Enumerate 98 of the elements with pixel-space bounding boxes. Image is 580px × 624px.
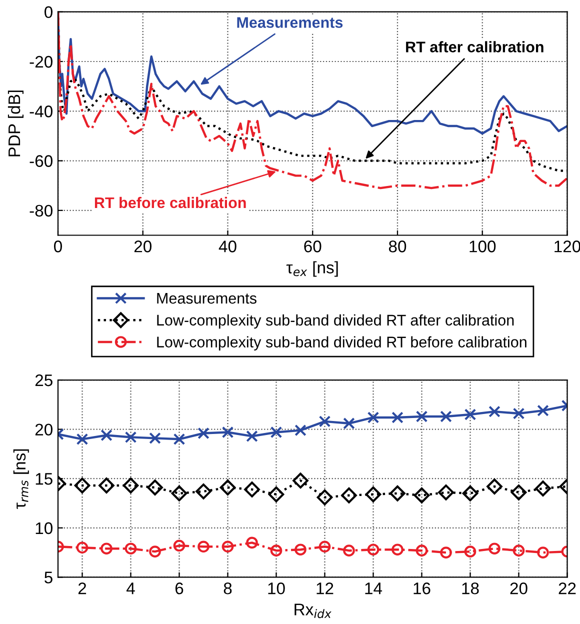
x-tick-label: 2 xyxy=(78,582,86,594)
x-tick-label: 120 xyxy=(554,240,580,252)
y-tick-label: 5 xyxy=(44,572,52,584)
point xyxy=(220,480,236,496)
y-axis-title: PDP [dB] xyxy=(8,90,24,156)
x-tick-label: 20 xyxy=(134,240,152,252)
point xyxy=(294,424,306,436)
point xyxy=(535,480,551,496)
annotation: Measurements xyxy=(237,17,343,28)
point xyxy=(390,485,406,502)
x-tick-label: 18 xyxy=(462,582,479,594)
legend-label: Low-complexity sub-band divided RT after calibration xyxy=(157,314,514,329)
point xyxy=(416,410,428,422)
x-tick-label: 8 xyxy=(224,582,232,594)
point xyxy=(124,542,137,555)
point xyxy=(462,485,478,502)
point xyxy=(343,544,355,556)
point xyxy=(440,410,452,422)
point xyxy=(124,431,137,444)
point xyxy=(537,404,549,416)
legend-label: Low-complexity sub-band divided RT before calibration xyxy=(157,336,526,350)
x-tick-label: 16 xyxy=(414,582,430,594)
point xyxy=(341,487,357,504)
point xyxy=(367,544,380,556)
x-tick-label: 80 xyxy=(388,240,406,252)
legend-label: Measurements xyxy=(157,293,256,304)
point xyxy=(100,429,112,442)
x-axis-title: τ$_{ex}$ [ns] xyxy=(286,261,338,277)
annotation: RT before calibration xyxy=(94,196,246,208)
y-tick-label: 0 xyxy=(44,6,52,18)
point xyxy=(173,433,186,446)
point xyxy=(488,406,500,418)
point xyxy=(512,544,525,556)
point xyxy=(198,427,210,440)
point xyxy=(98,478,114,494)
x-tick-label: 60 xyxy=(304,240,322,252)
point xyxy=(173,540,186,552)
point xyxy=(392,544,404,556)
x-axis-title: Rx$_{idx}$ xyxy=(294,604,332,618)
y-tick-label: 10 xyxy=(36,522,52,534)
point xyxy=(318,416,331,428)
y-tick-label: -20 xyxy=(30,56,52,68)
point xyxy=(270,544,282,556)
y-axis-title: τ$_{rms}$ [ns] xyxy=(13,449,29,509)
point xyxy=(464,408,476,420)
point xyxy=(268,486,284,502)
point xyxy=(367,412,380,424)
point xyxy=(246,430,258,442)
point xyxy=(486,478,502,494)
x-tick-label: 14 xyxy=(365,582,382,594)
point xyxy=(464,546,476,558)
x-tick-label: 22 xyxy=(558,582,576,594)
point xyxy=(171,485,188,502)
point xyxy=(294,544,306,556)
point xyxy=(76,542,88,554)
y-tick-label: 20 xyxy=(35,424,52,436)
point xyxy=(392,412,404,424)
y-tick-label: -40 xyxy=(30,106,52,118)
annotation: RT after calibration xyxy=(406,41,544,52)
point xyxy=(76,433,88,446)
point xyxy=(149,432,161,444)
point xyxy=(440,546,452,558)
point xyxy=(270,426,282,438)
point xyxy=(149,546,161,558)
point xyxy=(316,489,333,506)
point xyxy=(537,546,549,558)
point xyxy=(488,542,500,555)
point xyxy=(196,484,212,500)
point xyxy=(414,487,430,504)
x-tick-label: 0 xyxy=(54,240,62,252)
point xyxy=(147,480,163,496)
point xyxy=(122,478,139,494)
point xyxy=(510,484,527,500)
point xyxy=(416,544,428,556)
point xyxy=(438,484,454,500)
point xyxy=(100,542,112,555)
point xyxy=(365,486,382,502)
x-tick-label: 20 xyxy=(510,582,528,594)
y-tick-label: 25 xyxy=(35,374,52,386)
y-tick-label: -60 xyxy=(30,155,52,167)
point xyxy=(318,540,331,553)
point xyxy=(244,482,260,498)
point xyxy=(74,478,90,494)
point xyxy=(222,540,234,553)
point xyxy=(198,540,210,553)
point xyxy=(512,408,525,420)
x-tick-label: 12 xyxy=(316,582,334,594)
point xyxy=(292,472,308,488)
point xyxy=(246,536,258,549)
point xyxy=(222,426,234,438)
point xyxy=(343,417,355,430)
x-tick-label: 6 xyxy=(175,582,184,594)
x-tick-label: 4 xyxy=(126,582,135,594)
x-tick-label: 100 xyxy=(470,240,496,252)
x-tick-label: 10 xyxy=(268,582,285,594)
x-tick-label: 40 xyxy=(218,240,236,252)
y-tick-label: 15 xyxy=(36,473,52,485)
y-tick-label: -80 xyxy=(30,204,52,217)
